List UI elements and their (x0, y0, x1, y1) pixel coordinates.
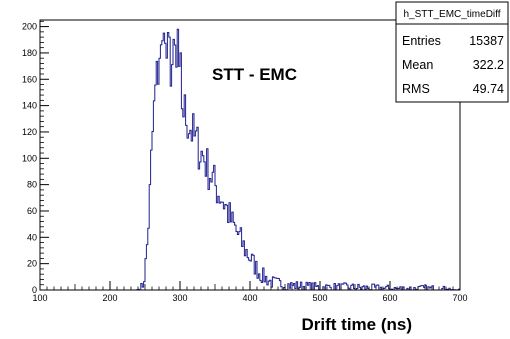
stats-mean-label: Mean (402, 58, 433, 72)
y-tick-label: 140 (22, 101, 37, 111)
x-tick-label: 100 (32, 293, 47, 303)
x-tick-label: 500 (312, 293, 327, 303)
x-tick-label: 400 (242, 293, 257, 303)
y-tick-label: 0 (32, 285, 37, 295)
y-tick-label: 100 (22, 153, 37, 163)
stats-entries-label: Entries (402, 34, 441, 48)
chart-annotation: STT - EMC (212, 65, 297, 84)
y-axis-ticks: 0 20 40 60 80 100 120 140 160 180 200 (22, 20, 49, 295)
stats-box-title: h_STT_EMC_timeDiff (403, 9, 500, 20)
y-tick-label: 160 (22, 74, 37, 84)
x-tick-label: 600 (382, 293, 397, 303)
y-tick-label: 60 (27, 206, 37, 216)
x-tick-label: 300 (172, 293, 187, 303)
x-axis-ticks: 100 200 300 400 500 600 700 (32, 281, 468, 303)
stats-rms-label: RMS (402, 82, 430, 96)
stats-box: h_STT_EMC_timeDiff Entries 15387 Mean 32… (395, 1, 509, 103)
y-tick-label: 120 (22, 127, 37, 137)
stats-box-frame (395, 1, 509, 103)
stats-rms-value: 49.74 (473, 82, 504, 96)
y-tick-label: 20 (27, 259, 37, 269)
y-tick-label: 40 (27, 232, 37, 242)
y-tick-label: 180 (22, 48, 37, 58)
stats-mean-value: 322.2 (473, 58, 504, 72)
x-axis-label: Drift time (ns) (302, 315, 413, 334)
x-tick-label: 200 (102, 293, 117, 303)
stats-entries-value: 15387 (469, 34, 504, 48)
x-tick-label: 700 (452, 293, 467, 303)
y-tick-label: 200 (22, 22, 37, 32)
y-tick-label: 80 (27, 180, 37, 190)
